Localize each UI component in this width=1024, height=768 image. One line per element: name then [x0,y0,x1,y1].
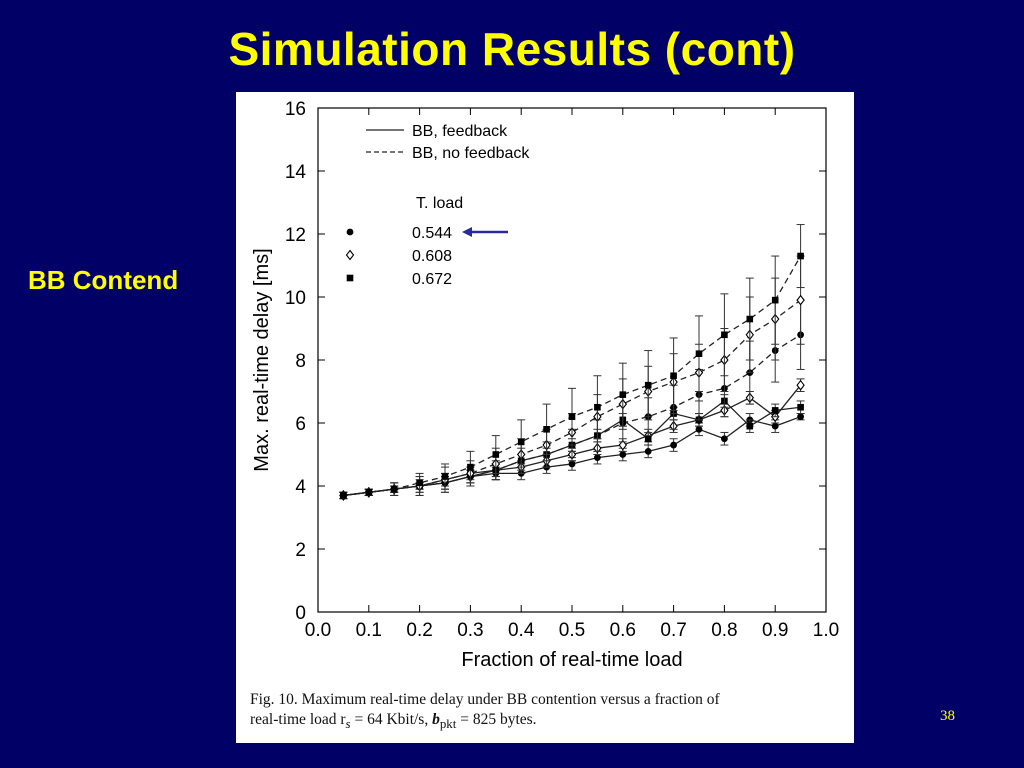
x-tick-label: 0.4 [508,620,535,641]
data-point [467,463,474,471]
data-point [797,252,804,260]
caption-b-symbol: b [432,711,440,728]
y-tick-label: 6 [295,414,306,435]
y-tick-label: 10 [285,288,306,309]
x-tick-label: 1.0 [813,620,839,641]
data-point [721,331,728,339]
data-point [340,492,347,499]
data-point [390,485,398,493]
legend-marker-label: 0.544 [412,225,452,242]
data-point [568,413,576,420]
y-tick-label: 14 [285,162,307,183]
data-point [797,413,804,421]
data-point [796,379,805,391]
data-point [619,391,627,398]
data-point [441,473,449,480]
slide-title: Simulation Results (cont) [228,23,796,75]
data-point [644,381,652,389]
legend-marker-diamond [345,249,355,261]
legend-load-title: T. load [416,195,463,212]
data-point [618,439,627,451]
y-tick-label: 16 [285,99,306,120]
y-tick-label: 4 [295,477,306,498]
y-tick-label: 8 [295,351,306,372]
y-tick-label: 2 [295,540,306,561]
y-axis-label: Max. real-time delay [ms] [251,248,273,471]
x-tick-label: 0.9 [762,620,788,641]
x-axis-label: Fraction of real-time load [461,649,682,671]
caption-line-2-start: real-time load r [250,711,346,728]
data-point [771,422,779,430]
legend: BB, feedback BB, no feedback T. load 0.544 0… [345,123,530,288]
legend-label: BB, feedback [412,123,508,140]
figure-caption: Fig. 10. Maximum real-time delay under B… [250,690,850,734]
caption-line-1: Fig. 10. Maximum real-time delay under B… [250,691,720,708]
data-point [695,425,703,433]
x-tick-label: 0.7 [660,620,686,641]
caption-line-2: real-time load rs = 64 Kbit/s, bpkt = 82… [250,710,850,734]
data-point [771,296,779,304]
chart-svg: 0.0 0.1 0.2 0.3 0.4 0.5 0.6 0.7 0.8 0.9 1.0 0 2 4 6 8 10… [251,99,839,671]
legend-label: BB, no feedback [412,145,530,162]
data-point [644,447,652,455]
y-tick-label: 0 [295,603,306,624]
data-point [594,454,601,462]
data-point [644,435,652,443]
data-point [670,372,677,380]
data-point [619,451,627,458]
legend-marker-label: 0.672 [412,271,452,288]
x-tick-label: 0.8 [711,620,737,641]
data-point [568,460,576,468]
caption-rs-subscript: s [345,716,351,732]
data-point [517,438,525,446]
x-tick-label: 0.6 [610,620,636,641]
y-tick-label: 12 [285,225,306,246]
data-point [746,315,754,323]
data-point [771,407,779,414]
caption-line-2-mid: = 64 Kbit/s, [350,711,433,728]
data-point [797,403,804,411]
data-point [746,422,754,430]
data-point [695,350,703,357]
data-point [492,451,500,458]
data-point [416,479,423,487]
legend-marker-label: 0.608 [412,248,452,265]
x-tick-label: 0.2 [406,620,432,641]
data-point [721,435,728,443]
legend-marker-square [346,274,354,282]
caption-bpkt-subscript: pkt [439,716,457,732]
x-tick-label: 0.5 [559,620,585,641]
caption-line-2-end: = 825 bytes. [456,711,537,728]
x-tick-label: 0.1 [356,620,382,641]
highlight-arrow-head [462,227,472,237]
x-tick-label: 0.0 [305,620,331,641]
page-number: 38 [940,708,955,724]
x-tick-label: 0.3 [457,620,483,641]
legend-marker-circle [346,228,354,236]
data-point [796,294,805,306]
data-point [594,403,601,411]
side-label: BB Contend [28,265,179,295]
series-dashed-0.672 [339,224,805,500]
data-point [670,441,677,449]
data-point [543,426,550,433]
figure-panel: 0.0 0.1 0.2 0.3 0.4 0.5 0.6 0.7 0.8 0.9 1.0 0 2 4 6 8 10… [236,92,854,743]
data-point [365,489,373,496]
